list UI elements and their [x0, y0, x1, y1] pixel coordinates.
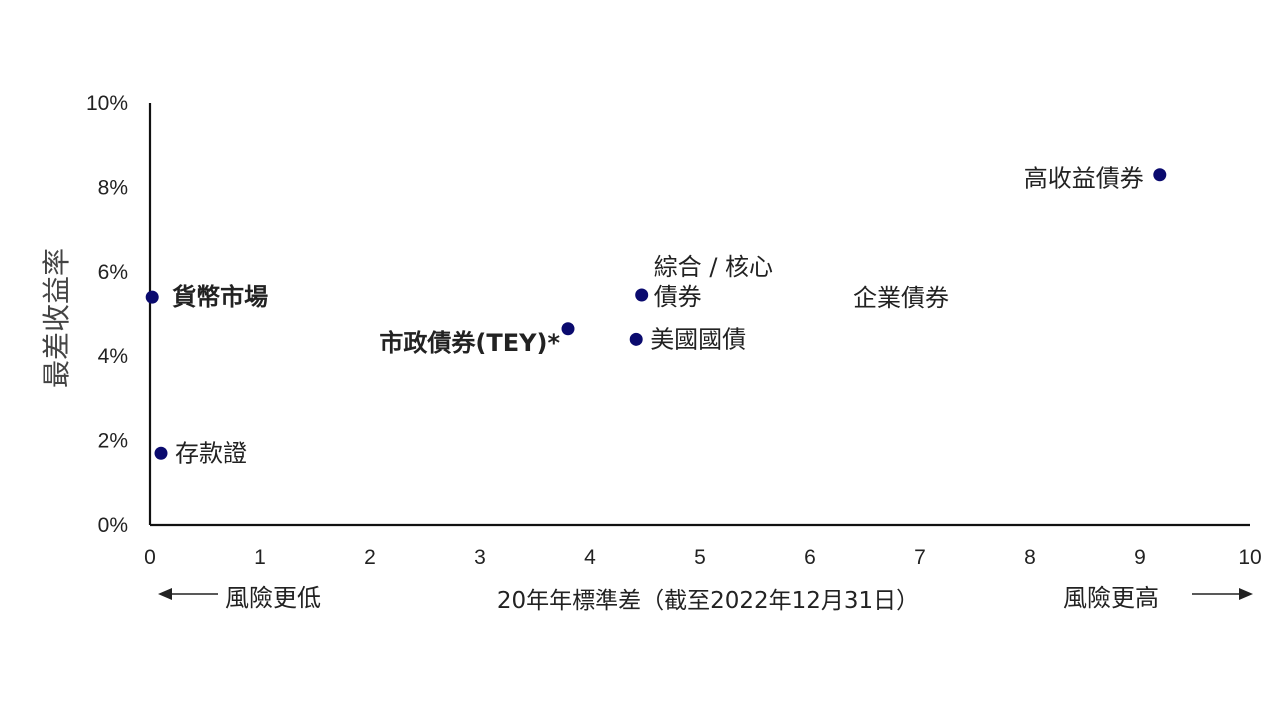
data-point-label-line: 債券 — [654, 283, 702, 311]
x-tick-label: 8 — [1024, 546, 1036, 569]
data-point-group: 綜合 / 核心債券 — [635, 253, 773, 311]
data-point-label: 高收益債券 — [1024, 165, 1144, 193]
x-tick-label: 6 — [804, 546, 816, 569]
data-point-group: 企業債券 — [853, 284, 949, 312]
data-point-group: 貨幣市場 — [145, 283, 268, 311]
data-point-label: 企業債券 — [853, 284, 949, 312]
x-axis-label: 20年年標準差（截至2022年12月31日） — [497, 588, 919, 614]
data-point-group: 存款證 — [154, 439, 247, 467]
tick-labels: 0 1 2 3 4 5 6 7 8 9 10 0% 2% 4% 6% 8% 10% — [86, 92, 1262, 569]
y-tick-label: 6% — [98, 261, 128, 284]
y-tick-label: 8% — [98, 176, 128, 199]
x-tick-label: 10 — [1238, 546, 1261, 569]
risk-lower-label: 風險更低 — [225, 584, 321, 612]
data-point-group: 高收益債券 — [1024, 165, 1167, 193]
y-tick-label: 0% — [98, 514, 128, 537]
data-point-marker — [154, 446, 168, 460]
risk-higher-label: 風險更高 — [1063, 584, 1159, 612]
data-point-marker — [561, 322, 575, 336]
y-tick-label: 2% — [98, 430, 128, 453]
x-tick-label: 9 — [1134, 546, 1146, 569]
data-point-label-line: 綜合 / 核心 — [654, 253, 773, 281]
risk-higher-indicator: 風險更高 — [1063, 584, 1253, 612]
data-point-label: 綜合 / 核心債券 — [654, 253, 773, 311]
x-tick-label: 3 — [474, 546, 486, 569]
data-point-marker — [629, 332, 643, 346]
risk-lower-indicator: 風險更低 — [158, 584, 321, 612]
x-tick-label: 7 — [914, 546, 926, 569]
x-tick-label: 2 — [364, 546, 376, 569]
right-arrow-icon — [1239, 588, 1253, 600]
data-point-label: 貨幣市場 — [172, 283, 268, 311]
x-tick-label: 5 — [694, 546, 706, 569]
data-point-marker — [635, 288, 649, 302]
data-point-marker — [1153, 168, 1167, 182]
data-point-group: 美國國債 — [629, 325, 746, 353]
data-point-label: 美國國債 — [650, 325, 746, 353]
y-axis-label: 最差收益率 — [40, 248, 73, 388]
y-tick-label: 4% — [98, 345, 128, 368]
x-tick-label: 0 — [144, 546, 156, 569]
left-arrow-icon — [158, 588, 172, 600]
x-tick-label: 4 — [584, 546, 596, 569]
axes-layer — [148, 103, 1250, 527]
x-tick-label: 1 — [254, 546, 266, 569]
data-point-marker — [145, 290, 159, 304]
data-point-label: 存款證 — [175, 439, 247, 467]
y-tick-label: 10% — [86, 92, 128, 115]
data-point-label: 市政債券(TEY)* — [379, 329, 560, 357]
data-point-group: 市政債券(TEY)* — [379, 322, 575, 357]
